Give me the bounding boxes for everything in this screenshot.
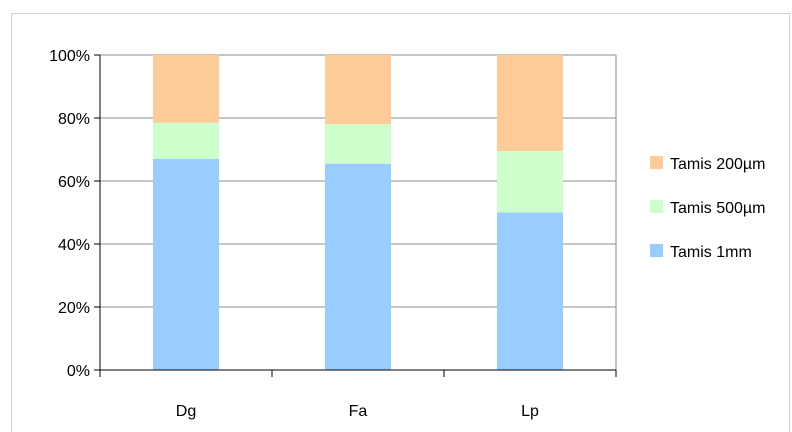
bar-segment (497, 151, 563, 213)
legend: Tamis 200µm Tamis 500µm Tamis 1mm (650, 156, 765, 261)
legend-swatch (650, 200, 663, 213)
x-tick-label: Dg (176, 403, 196, 420)
legend-label: Tamis 500µm (670, 200, 765, 217)
y-tick-label: 20% (58, 300, 90, 317)
bar-segment (153, 55, 219, 123)
legend-swatch (650, 156, 663, 169)
bar-segment (497, 212, 563, 370)
y-tick-label: 100% (49, 48, 90, 65)
y-tick-label: 0% (67, 363, 90, 380)
y-tick-label: 80% (58, 111, 90, 128)
axes (94, 54, 617, 377)
bar-segment (325, 163, 391, 370)
bar-segment (325, 55, 391, 125)
legend-swatch (650, 244, 663, 257)
bar-segment (153, 158, 219, 370)
bars (153, 55, 563, 370)
chart-area (11, 13, 790, 432)
legend-label: Tamis 200µm (670, 156, 765, 173)
x-tick-label: Lp (521, 403, 539, 420)
y-tick-label: 40% (58, 237, 90, 254)
y-tick-label: 60% (58, 174, 90, 191)
y-tick-labels: 0% 20% 40% 60% 80% 100% (49, 48, 90, 380)
legend-label: Tamis 1mm (670, 244, 752, 261)
bar-segment (325, 124, 391, 164)
bar-segment (497, 55, 563, 152)
bar-segment (153, 122, 219, 159)
x-tick-labels: Dg Fa Lp (176, 403, 539, 420)
x-tick-label: Fa (349, 403, 368, 420)
